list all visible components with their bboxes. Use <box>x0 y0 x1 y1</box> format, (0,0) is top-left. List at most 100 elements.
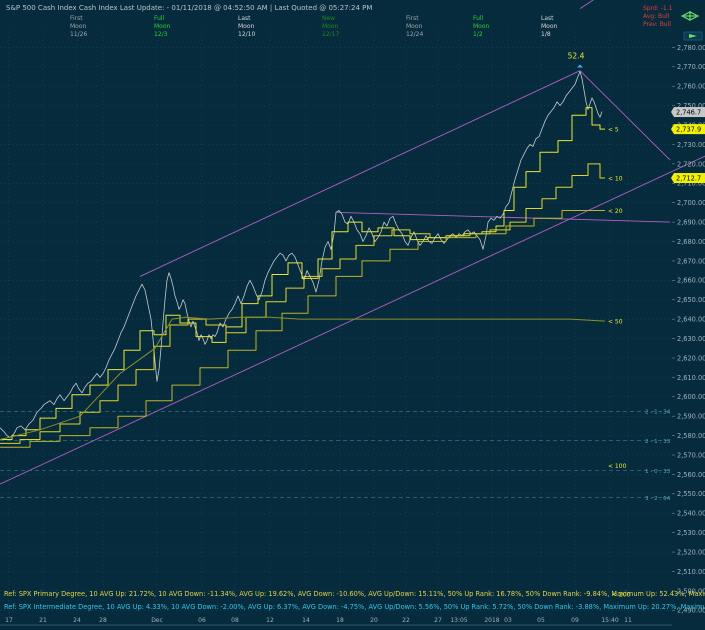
y-tick-label: 2,780.000 <box>677 44 705 52</box>
trendline <box>579 70 671 161</box>
y-tick-label: 2,540.000 <box>677 510 705 518</box>
fib-level-label: 3 - 2 : 64 <box>645 496 671 502</box>
y-tick-label: 2,660.000 <box>677 277 705 285</box>
moon-phase-date: 11/26 <box>70 31 87 38</box>
moon-phase-date: 12/3 <box>154 31 168 38</box>
y-tick-label: 2,650.000 <box>677 296 705 304</box>
moon-phase-name: New <box>322 15 335 22</box>
x-tick-label: 05 <box>537 617 545 624</box>
annotations: 52.4 < 5 < 10 < 20 < 50 < 100 2 - 1 : 34 2 - 1 … <box>0 51 672 599</box>
price-tag-label: 2,737.9 <box>676 126 701 134</box>
price-tag-box <box>674 107 705 118</box>
y-tick-label: 2,560.000 <box>677 471 705 479</box>
scroll-right-icon[interactable] <box>683 31 703 41</box>
x-tick-label: 24 <box>73 617 81 624</box>
x-tick-label: 13:05 <box>450 617 467 624</box>
ma-20-line <box>0 210 605 448</box>
y-tick-label: 2,600.000 <box>677 393 705 401</box>
y-tick-label: 2,610.000 <box>677 374 705 382</box>
y-tick-label: 2,570.000 <box>677 451 705 459</box>
ma-5-line <box>0 107 605 440</box>
price-line <box>0 71 603 438</box>
ma-label: < 5 <box>608 126 619 133</box>
footer: Ref: SPX Primary Degree, 10 AVG Up: 21.7… <box>4 590 705 611</box>
y-tick-label: 2,630.000 <box>677 335 705 343</box>
y-tick-label: 2,730.000 <box>677 141 705 149</box>
x-tick-label: 27 <box>434 617 442 624</box>
moon-phase-date: 12/10 <box>238 31 255 38</box>
price-tag-arrow <box>671 124 674 135</box>
grid <box>0 28 672 626</box>
x-tick-label: Dec <box>151 617 163 624</box>
y-tick-label: 2,640.000 <box>677 316 705 324</box>
resize-icon[interactable] <box>680 11 700 21</box>
header-right-label: Avg: Bull <box>643 13 670 20</box>
y-tick-label: 2,690.000 <box>677 218 705 226</box>
footer-primary-degree: Ref: SPX Primary Degree, 10 AVG Up: 21.7… <box>4 590 705 598</box>
y-tick-label: 2,700.000 <box>677 199 705 207</box>
fib-level-label: 2 - 1 : 33 <box>645 439 671 445</box>
moon-phase-moon: Moon <box>406 23 423 30</box>
y-tick-label: 2,520.000 <box>677 548 705 556</box>
moon-phase-date: 1/8 <box>541 31 551 38</box>
moon-phase-name: Last <box>541 15 554 22</box>
price-tag-label: 2,746.7 <box>676 108 701 116</box>
y-tick-label: 2,680.000 <box>677 238 705 246</box>
series <box>0 71 606 448</box>
x-tick-label: 18 <box>336 617 344 624</box>
header-right-label: Sprd: -1.1 <box>643 5 673 12</box>
moon-phase-name: First <box>70 15 83 22</box>
y-tick-label: 2,550.000 <box>677 490 705 498</box>
y-tick-label: 2,770.000 <box>677 63 705 71</box>
moon-phase-date: 12/24 <box>406 31 423 38</box>
moon-phase-date: 1/2 <box>473 31 483 38</box>
price-tag-arrow <box>671 107 674 118</box>
x-tick-label: 08 <box>231 617 239 624</box>
y-tick-label: 2,580.000 <box>677 432 705 440</box>
y-tick-label: 2,750.000 <box>677 102 705 110</box>
header-right-label: Prev: Bull <box>643 21 671 28</box>
y-tick-label: 2,710.000 <box>677 180 705 188</box>
moon-phase-date: 12/17 <box>322 31 339 38</box>
moon-phase-name: First <box>406 15 419 22</box>
ma-200-label: < 200 <box>612 592 631 599</box>
trendline <box>139 70 581 277</box>
x-tick-label: 12 <box>266 617 274 624</box>
ma-50-line <box>0 316 606 440</box>
x-tick-label: 28 <box>99 617 107 624</box>
fib-level-label: 2 - 1 : 34 <box>645 410 671 416</box>
y-tick-label: 2,500.000 <box>677 587 705 595</box>
header-title: S&P 500 Cash Index Cash Index Last Updat… <box>6 4 372 12</box>
ma-10-line <box>0 163 605 444</box>
ma-label: < 10 <box>608 175 623 182</box>
ma-label: < 50 <box>608 318 623 325</box>
header: S&P 500 Cash Index Cash Index Last Updat… <box>6 4 703 41</box>
x-tick-label: 03 <box>504 617 512 624</box>
y-tick-label: 2,620.000 <box>677 354 705 362</box>
ma-label: < 20 <box>608 208 623 215</box>
x-tick-label: 17 <box>5 617 13 624</box>
moon-phase-moon: Moon <box>322 23 339 30</box>
y-tick-label: 2,590.000 <box>677 413 705 421</box>
x-tick-label: 14 <box>302 617 310 624</box>
y-tick-label: 2,490.000 <box>677 607 705 615</box>
x-tick-label: 20 <box>370 617 378 624</box>
y-tick-label: 2,720.000 <box>677 160 705 168</box>
price-tag-arrow <box>671 173 674 184</box>
moon-phase-moon: Moon <box>238 23 255 30</box>
x-tick-label: 09 <box>571 617 579 624</box>
x-tick-label: 2018 <box>484 617 499 624</box>
y-tick-label: 2,510.000 <box>677 568 705 576</box>
price-tag-box <box>674 124 705 135</box>
ma-label: < 100 <box>608 463 627 470</box>
moon-phase-moon: Moon <box>154 23 171 30</box>
price-tag-box <box>674 173 705 184</box>
peak-marker <box>577 64 583 68</box>
y-tick-label: 2,760.000 <box>677 83 705 91</box>
moon-phase-moon: Moon <box>70 23 87 30</box>
moon-phase-name: Last <box>238 15 251 22</box>
